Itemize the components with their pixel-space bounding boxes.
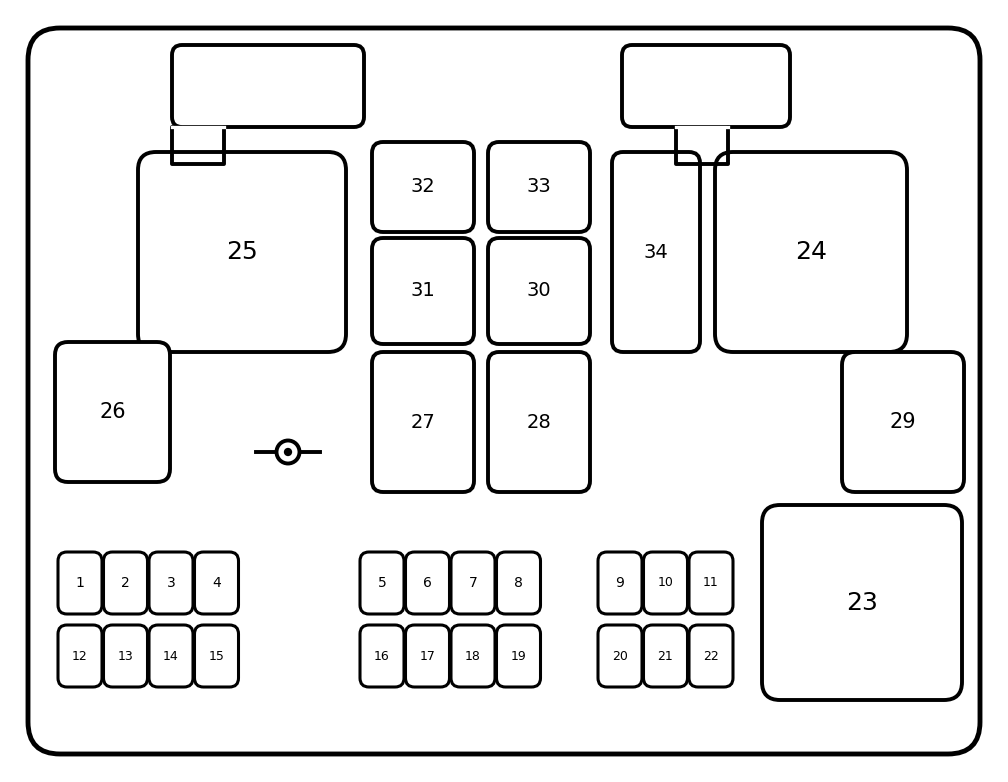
- FancyBboxPatch shape: [762, 505, 962, 700]
- Text: 2: 2: [121, 576, 130, 590]
- Text: 28: 28: [526, 412, 551, 432]
- FancyBboxPatch shape: [372, 352, 474, 492]
- Circle shape: [284, 449, 291, 455]
- FancyBboxPatch shape: [405, 625, 450, 687]
- Text: 10: 10: [657, 576, 673, 590]
- FancyBboxPatch shape: [138, 152, 346, 352]
- FancyBboxPatch shape: [622, 45, 790, 127]
- Text: 26: 26: [99, 402, 126, 422]
- FancyBboxPatch shape: [172, 45, 364, 127]
- Text: 8: 8: [514, 576, 523, 590]
- Text: 3: 3: [166, 576, 175, 590]
- Text: 1: 1: [76, 576, 85, 590]
- Text: 29: 29: [890, 412, 916, 432]
- FancyBboxPatch shape: [104, 625, 147, 687]
- Text: 14: 14: [163, 650, 178, 662]
- FancyBboxPatch shape: [488, 238, 590, 344]
- FancyBboxPatch shape: [55, 342, 170, 482]
- FancyBboxPatch shape: [643, 552, 687, 614]
- FancyBboxPatch shape: [28, 28, 980, 754]
- Text: 11: 11: [704, 576, 719, 590]
- Text: 7: 7: [469, 576, 478, 590]
- FancyBboxPatch shape: [360, 552, 404, 614]
- Text: 5: 5: [378, 576, 386, 590]
- FancyBboxPatch shape: [488, 142, 590, 232]
- Text: 30: 30: [527, 282, 551, 300]
- FancyBboxPatch shape: [842, 352, 964, 492]
- Text: 33: 33: [526, 178, 551, 196]
- FancyBboxPatch shape: [451, 625, 495, 687]
- Text: 12: 12: [73, 650, 88, 662]
- FancyBboxPatch shape: [195, 552, 239, 614]
- FancyBboxPatch shape: [451, 552, 495, 614]
- FancyBboxPatch shape: [488, 352, 590, 492]
- FancyBboxPatch shape: [372, 238, 474, 344]
- Text: 25: 25: [226, 240, 258, 264]
- FancyBboxPatch shape: [689, 625, 733, 687]
- Text: 13: 13: [118, 650, 133, 662]
- FancyBboxPatch shape: [58, 625, 102, 687]
- Text: 21: 21: [657, 650, 673, 662]
- Text: 32: 32: [410, 178, 435, 196]
- FancyBboxPatch shape: [405, 552, 450, 614]
- Text: 15: 15: [209, 650, 225, 662]
- FancyBboxPatch shape: [58, 552, 102, 614]
- Text: 31: 31: [410, 282, 435, 300]
- Text: 24: 24: [795, 240, 827, 264]
- Text: 19: 19: [511, 650, 526, 662]
- Text: 23: 23: [846, 590, 878, 615]
- FancyBboxPatch shape: [195, 625, 239, 687]
- Text: 6: 6: [423, 576, 432, 590]
- Text: 16: 16: [374, 650, 390, 662]
- FancyBboxPatch shape: [689, 552, 733, 614]
- Text: 4: 4: [212, 576, 221, 590]
- FancyBboxPatch shape: [612, 152, 700, 352]
- Text: 17: 17: [419, 650, 435, 662]
- Text: 34: 34: [644, 242, 668, 261]
- FancyBboxPatch shape: [149, 625, 193, 687]
- FancyBboxPatch shape: [715, 152, 907, 352]
- Text: 22: 22: [704, 650, 719, 662]
- FancyBboxPatch shape: [104, 552, 147, 614]
- FancyBboxPatch shape: [598, 552, 642, 614]
- Text: 9: 9: [616, 576, 624, 590]
- FancyBboxPatch shape: [360, 625, 404, 687]
- Text: 27: 27: [410, 412, 435, 432]
- Text: 18: 18: [465, 650, 481, 662]
- FancyBboxPatch shape: [497, 552, 540, 614]
- FancyBboxPatch shape: [643, 625, 687, 687]
- FancyBboxPatch shape: [372, 142, 474, 232]
- FancyBboxPatch shape: [497, 625, 540, 687]
- Text: 20: 20: [612, 650, 628, 662]
- FancyBboxPatch shape: [149, 552, 193, 614]
- FancyBboxPatch shape: [598, 625, 642, 687]
